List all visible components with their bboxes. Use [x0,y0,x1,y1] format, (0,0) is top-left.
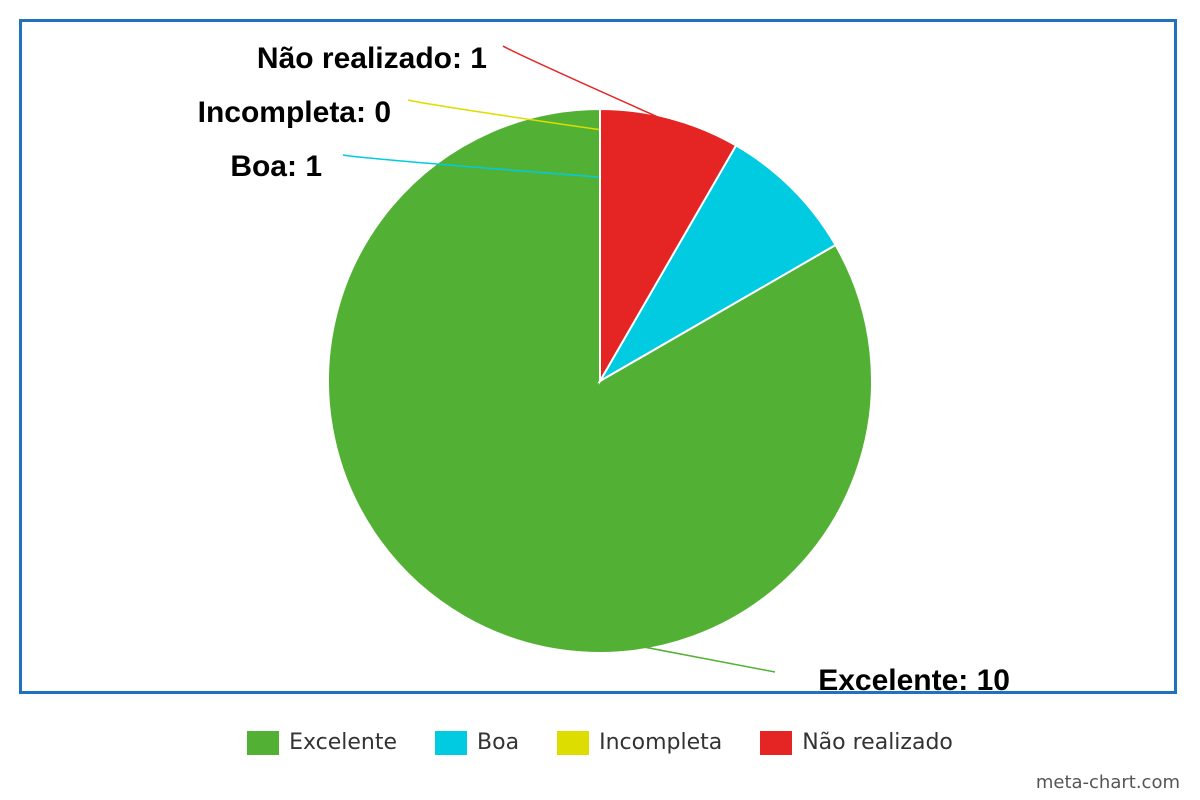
pie-slice-nao-realizado[interactable] [599,107,738,385]
chart-frame [19,19,1177,694]
leader-line-nao-realizado [502,45,670,123]
legend-swatch [247,730,280,755]
watermark: meta-chart.com [1035,772,1180,793]
slice-label-excelente: Excelente: 10 [818,664,1010,697]
pie-slice-boa[interactable] [597,144,837,384]
slice-label-nao-realizado: Não realizado: 1 [257,42,487,75]
slice-label-incompleta: Incompleta: 0 [198,96,391,129]
legend-item-nao-realizado[interactable]: Não realizado [760,730,953,755]
legend-item-incompleta[interactable]: Incompleta [557,730,722,755]
legend-label: Boa [477,730,520,755]
slice-label-boa: Boa: 1 [230,150,322,183]
legend-label: Excelente [289,730,398,755]
legend-item-boa[interactable]: Boa [435,730,519,755]
legend-swatch [557,730,590,755]
legend-swatch [435,730,468,755]
legend: Excelente Boa Incompleta Não realizado [0,730,1200,755]
legend-swatch [760,730,793,755]
legend-label: Incompleta [599,730,723,755]
leader-line-excelente [465,612,776,673]
legend-label: Não realizado [802,730,953,755]
legend-item-excelente[interactable]: Excelente [247,730,397,755]
